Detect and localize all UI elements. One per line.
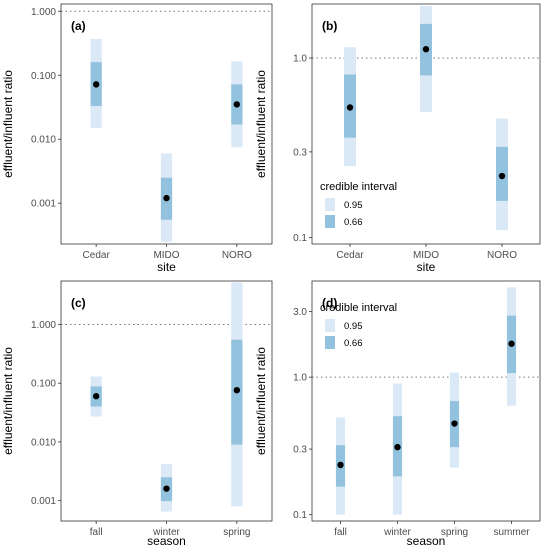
median-point (337, 461, 344, 469)
legend-swatch (325, 215, 335, 228)
x-tick-label: winter (152, 527, 180, 538)
legend-item-label: 0.66 (344, 338, 363, 349)
median-point (233, 101, 241, 108)
y-axis-title: effluent/influent ratio (1, 70, 15, 178)
x-tick-label: spring (441, 527, 468, 538)
y-tick-label: 0.010 (31, 437, 56, 448)
legend-swatch (325, 319, 335, 332)
panel-a: 0.001 0.010 0.100 1.000 Cedar MIDO NORO site eff… (1, 3, 273, 274)
legend-item-label: 0.95 (344, 200, 363, 211)
panel-b: 0.1 0.3 1.0 Cedar MIDO NORO site effluent/influ… (254, 3, 541, 274)
legend-item-label: 0.66 (344, 217, 363, 228)
x-tick-label: Cedar (83, 250, 111, 261)
y-tick-label: 0.010 (31, 135, 56, 146)
y-tick-label: 3.0 (293, 307, 307, 318)
x-tick-label: summer (493, 527, 530, 538)
median-point (394, 443, 401, 451)
median-point (92, 81, 100, 88)
plot-frame (311, 280, 541, 522)
median-point (346, 104, 354, 111)
y-tick-label: 1.0 (293, 54, 307, 65)
median-point (163, 194, 170, 202)
x-tick-label: NORO (487, 250, 517, 261)
x-tick-label: NORO (222, 250, 252, 261)
y-axis-title: effluent/influent ratio (254, 70, 268, 178)
legend-swatch (325, 336, 335, 349)
x-tick-label: MIDO (153, 250, 179, 261)
x-axis-title: site (157, 260, 176, 274)
legend-title: credible interval (320, 302, 397, 314)
y-tick-label: 1.000 (31, 7, 56, 18)
legend: credible interval 0.95 0.66 (320, 302, 397, 349)
median-point (498, 172, 506, 180)
x-tick-label: winter (383, 527, 411, 538)
x-tick-label: fall (334, 527, 347, 538)
y-tick-label: 0.1 (293, 510, 307, 521)
panel-c: 0.001 0.010 0.100 1.000 fall winter spring seas… (1, 280, 273, 548)
median-point (92, 393, 100, 400)
legend-title: credible interval (320, 181, 397, 193)
y-axis-title: effluent/influent ratio (1, 347, 15, 455)
y-tick-label: 0.100 (31, 71, 56, 82)
y-tick-label: 0.001 (31, 496, 56, 507)
legend-item-label: 0.95 (344, 321, 363, 332)
median-point (163, 485, 170, 492)
x-axis-title: site (417, 260, 436, 274)
median-point (451, 420, 458, 427)
x-tick-label: spring (223, 527, 250, 538)
x-axis-title: season (407, 534, 446, 548)
panel-label: (a) (71, 19, 86, 33)
y-tick-label: 1.0 (293, 373, 307, 384)
x-tick-label: Cedar (336, 250, 364, 261)
y-axis-title: effluent/influent ratio (254, 347, 268, 455)
panel-label: (b) (322, 19, 337, 33)
y-tick-label: 1.000 (31, 320, 56, 331)
median-point (508, 340, 515, 347)
median-point (422, 45, 430, 53)
y-tick-label: 0.3 (293, 147, 307, 158)
y-tick-label: 0.3 (293, 445, 307, 456)
panel-label: (d) (322, 296, 337, 310)
legend: credible interval 0.95 0.66 (320, 181, 397, 228)
y-tick-label: 0.100 (31, 379, 56, 390)
x-tick-label: fall (90, 527, 103, 538)
panel-d: 0.1 0.3 1.0 3.0 fall winter spring summer season… (254, 280, 541, 548)
legend-swatch (325, 198, 335, 211)
y-tick-label: 0.1 (293, 233, 307, 244)
x-axis-title: season (147, 534, 186, 548)
x-tick-label: MIDO (413, 250, 439, 261)
y-tick-label: 0.001 (31, 199, 56, 210)
median-point (233, 386, 241, 394)
panel-label: (c) (71, 296, 86, 310)
